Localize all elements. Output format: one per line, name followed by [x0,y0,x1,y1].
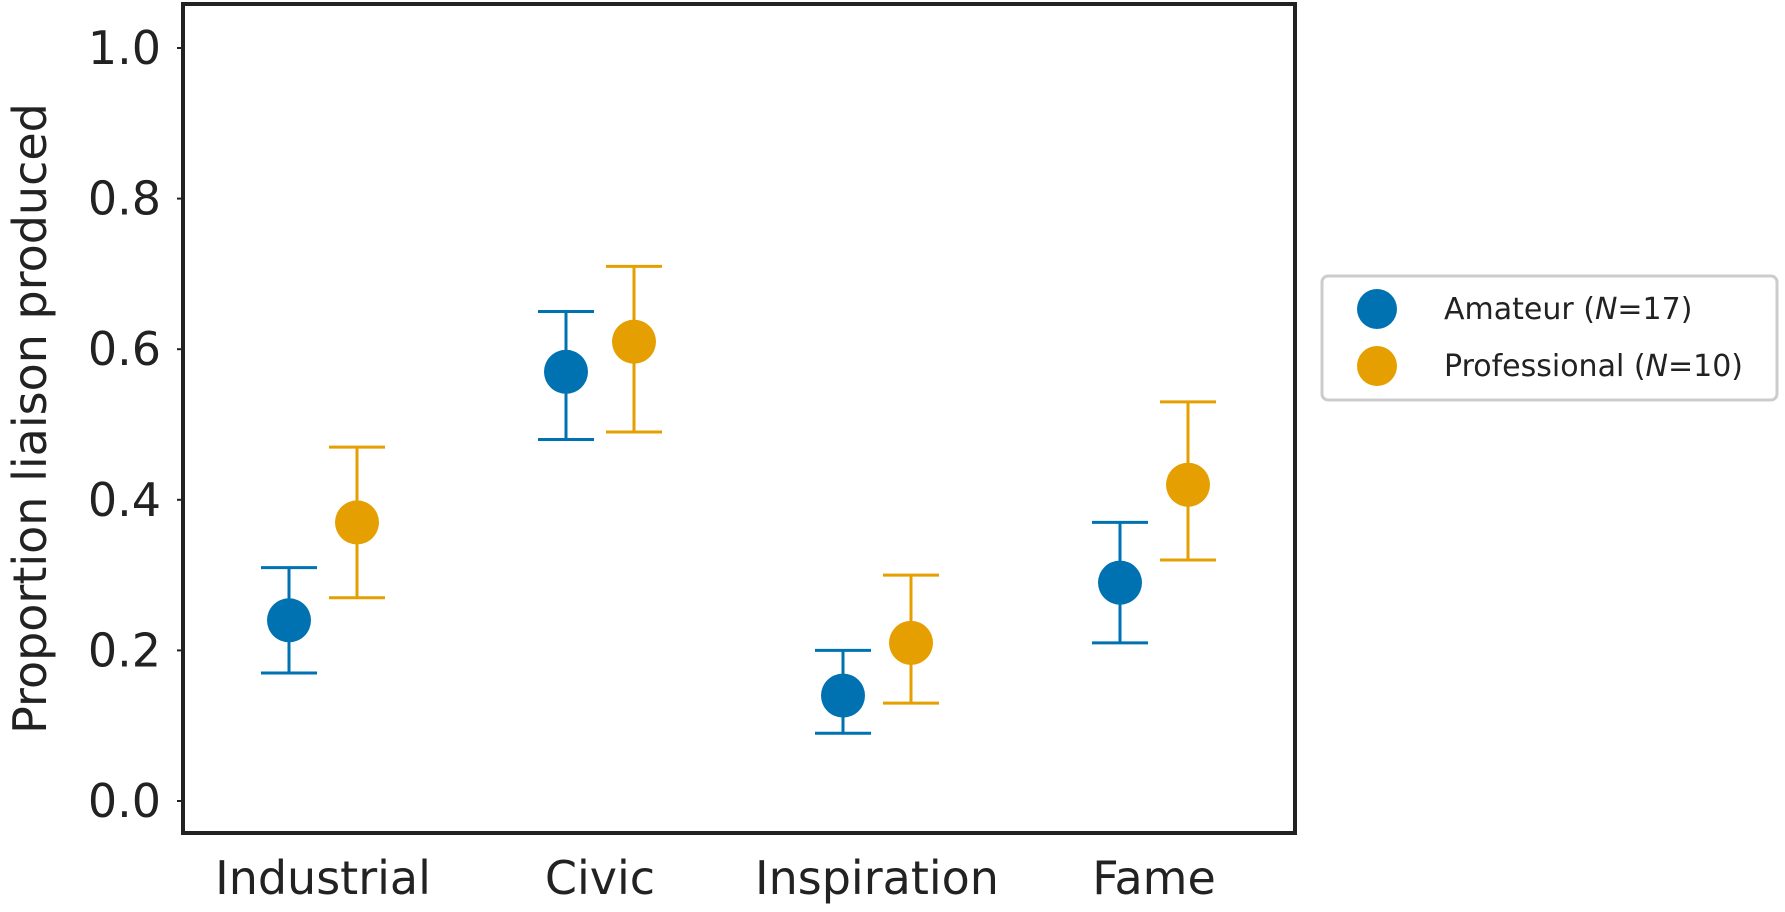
y-tick-label-3: 0.6 [88,322,161,376]
x-tick-label-civic: Civic [545,851,655,905]
x-tick-label-inspiration: Inspiration [755,851,999,905]
legend-marker-amateur [1357,289,1397,329]
legend: Amateur (N=17) Professional (N=10) [1320,274,1779,402]
legend-label-amateur: Amateur (N=17) [1444,292,1692,327]
x-tick-label-industrial: Industrial [215,851,431,905]
y-tick-label-1: 0.2 [88,623,161,677]
y-axis-title: Proportion liaison produced [3,103,57,734]
legend-label-professional: Professional (N=10) [1444,349,1743,384]
plot-frame [181,2,1297,835]
y-tick-label-2: 0.4 [88,473,161,527]
legend-frame [1320,274,1779,402]
legend-marker-professional [1357,346,1397,386]
point-amateur-fame [1098,560,1142,605]
point-professional-inspiration [889,620,933,665]
y-tick-label-4: 0.8 [88,172,161,226]
y-tick-label-5: 1.0 [88,21,161,75]
point-professional-fame [1166,462,1210,507]
point-amateur-inspiration [821,673,865,718]
y-tick-label-0: 0.0 [88,774,161,828]
point-professional-civic [612,319,656,364]
plot-area: 0.0 0.2 0.4 0.6 0.8 1.0 Industrial Civic Inspira… [3,2,1297,905]
x-tick-label-fame: Fame [1092,851,1216,905]
point-professional-industrial [335,500,379,545]
point-amateur-industrial [267,598,311,643]
point-amateur-civic [544,349,588,394]
